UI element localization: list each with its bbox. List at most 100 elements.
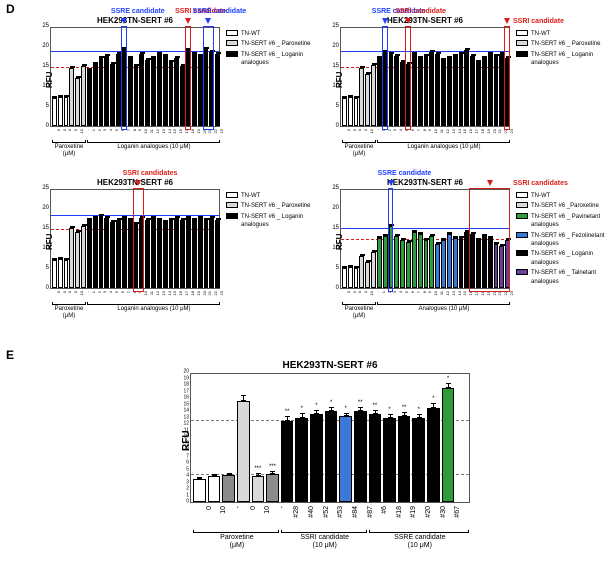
bar — [371, 252, 376, 288]
bar — [64, 97, 69, 126]
bar — [359, 256, 364, 288]
x-tick: 6 — [411, 291, 415, 293]
error-bar — [419, 414, 420, 418]
bar — [145, 60, 150, 126]
x-tick: 6 — [411, 129, 415, 131]
bar — [354, 268, 359, 288]
y-tick: 15 — [42, 63, 51, 69]
x-tick: 0 — [347, 291, 351, 293]
callout-box — [133, 188, 145, 292]
x-tick: 7 — [417, 129, 421, 131]
x-group-bracket — [52, 302, 86, 305]
significance-mark: * — [330, 400, 332, 406]
x-tick: 4 — [109, 129, 113, 131]
y-tick: 17 — [183, 389, 191, 394]
error-bar — [183, 64, 184, 66]
bar — [424, 240, 429, 288]
x-tick: 22 — [214, 291, 218, 295]
x-tick: 4 — [399, 129, 403, 131]
x-group-label: Analogues (10 μM) — [377, 306, 511, 313]
bar — [325, 411, 338, 502]
x-tick: 15 — [463, 129, 467, 133]
legend-label: TN-SERT #6 _ Paroxetine — [531, 40, 600, 48]
x-tick: 6 — [121, 291, 125, 293]
panel-d-label: D — [6, 2, 15, 16]
bar — [81, 66, 86, 126]
error-bar — [60, 95, 61, 97]
bar — [476, 62, 481, 126]
y-tick: 6 — [186, 461, 191, 466]
error-bar — [119, 52, 120, 54]
bar — [394, 56, 399, 126]
error-bar — [432, 50, 433, 52]
error-bar — [107, 216, 108, 218]
error-bar — [350, 95, 351, 97]
bar — [198, 218, 203, 288]
error-bar — [350, 265, 351, 267]
legend: TN-WTTN-SERT #6 _ ParoxetineTN-SERT #6 _… — [516, 30, 606, 70]
x-tick: 1 — [92, 129, 96, 131]
bar — [169, 220, 174, 288]
y-tick: 18 — [183, 383, 191, 388]
y-tick: 0 — [46, 285, 51, 291]
legend-row: TN-SERT #6 _ Loganin analogues — [516, 51, 606, 68]
y-tick: 16 — [183, 396, 191, 401]
error-bar — [362, 254, 363, 256]
y-tick: 0 — [336, 123, 341, 129]
bar — [209, 218, 214, 288]
legend: TN-WTTN-SERT #6 _ ParoxetineTN-SERT #6 _… — [226, 192, 322, 232]
error-bar — [356, 266, 357, 268]
bar — [64, 260, 69, 288]
x-group-label: Paroxetine (μM) — [51, 144, 87, 157]
bar — [145, 220, 150, 288]
error-bar — [287, 416, 288, 421]
y-tick: 15 — [42, 225, 51, 231]
x-tick: 11 — [150, 291, 154, 295]
legend-label: TN-SERT #6 _ Fezolinetant analogues — [531, 232, 606, 249]
x-tick: #30 — [440, 506, 447, 518]
error-bar — [379, 56, 380, 58]
legend: TN-WTTN-SERT #6 _ParoxetineTN-SERT #6 _ … — [516, 192, 606, 288]
bar — [412, 54, 417, 126]
error-bar — [403, 60, 404, 62]
legend-swatch — [516, 192, 528, 198]
y-tick: 19 — [183, 376, 191, 381]
bar — [87, 70, 92, 126]
bar — [389, 54, 394, 126]
x-tick: 10 — [264, 506, 271, 514]
legend-swatch — [226, 202, 238, 208]
x-tick: 20 — [203, 291, 207, 295]
x-tick: 7 — [127, 129, 131, 131]
y-tick: 3 — [186, 480, 191, 485]
x-tick: 20 — [493, 129, 497, 133]
bar — [52, 260, 57, 288]
x-tick: 9 — [428, 291, 432, 293]
y-tick: 20 — [332, 43, 341, 49]
x-tick: 0 — [57, 291, 61, 293]
bar — [348, 267, 353, 288]
error-bar — [473, 54, 474, 56]
bar — [418, 234, 423, 288]
x-tick: 0 — [358, 291, 362, 293]
y-tick: 13 — [183, 415, 191, 420]
x-tick: 10 — [434, 129, 438, 133]
x-group-bracket — [377, 302, 510, 305]
x-group-bracket — [342, 302, 376, 305]
bar — [58, 259, 63, 288]
error-bar — [148, 58, 149, 60]
x-tick: 14 — [168, 291, 172, 295]
callout-box — [469, 188, 510, 292]
error-bar — [502, 52, 503, 54]
bar — [348, 97, 353, 126]
x-tick: 14 — [168, 129, 172, 133]
error-bar — [404, 412, 405, 416]
bar — [447, 234, 452, 288]
error-bar — [461, 236, 462, 238]
error-bar — [60, 257, 61, 259]
error-bar — [375, 410, 376, 414]
bar — [365, 74, 370, 126]
error-bar — [171, 60, 172, 62]
error-bar — [346, 413, 347, 416]
legend-label: TN-SERT #6 _Paroxetine — [531, 202, 599, 210]
legend-swatch — [226, 51, 238, 57]
